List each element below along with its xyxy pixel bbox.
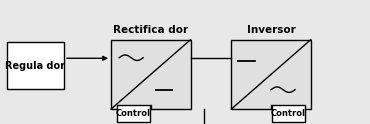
Bar (117, 105, 150, 122)
Bar (272, 105, 305, 122)
Bar (111, 40, 191, 109)
Bar (7, 42, 64, 89)
Text: Control: Control (116, 109, 151, 118)
Text: Rectifica dor: Rectifica dor (113, 25, 188, 35)
Text: Control: Control (271, 109, 306, 118)
Text: Regula dor: Regula dor (5, 61, 65, 71)
Text: Inversor: Inversor (247, 25, 295, 35)
Bar (231, 40, 311, 109)
